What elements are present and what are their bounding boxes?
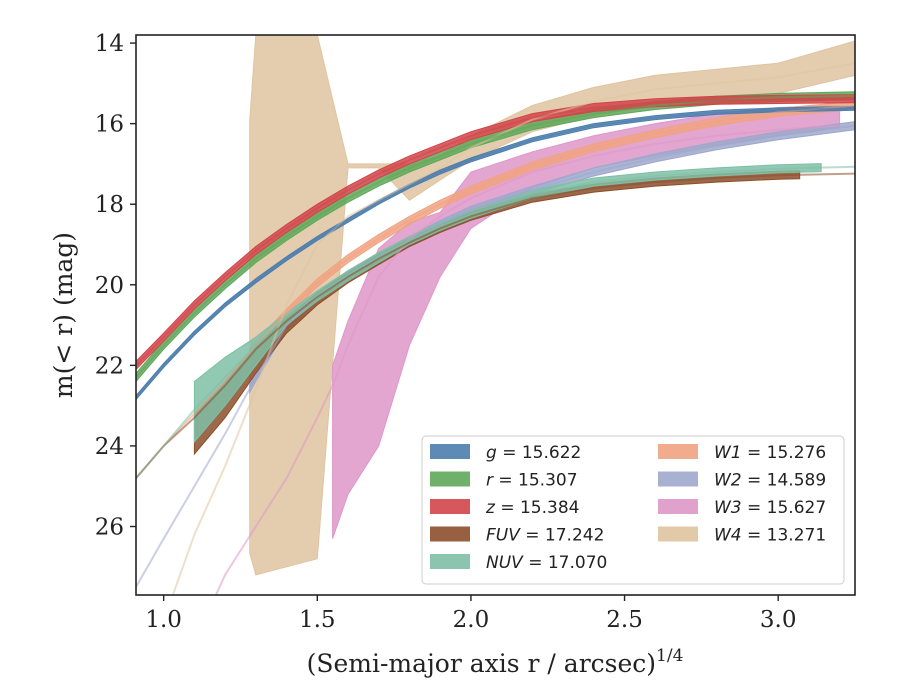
plot-frame	[135, 34, 856, 596]
legend-label-w4: W4 = 13.271	[714, 526, 826, 546]
legend-swatch-r	[430, 471, 470, 487]
x-tick-label: 2.5	[606, 607, 643, 633]
legend-swatch-nuv	[430, 554, 470, 569]
line-fuv	[136, 172, 855, 479]
y-tick-label: 22	[95, 353, 124, 379]
line-w1	[136, 104, 855, 479]
y-tick-label: 18	[95, 192, 124, 218]
legend-label-g: g = 15.622	[486, 443, 581, 463]
legend-label-r: r = 15.307	[486, 471, 578, 491]
band-nuv	[193, 163, 822, 444]
line-w3	[214, 124, 840, 595]
legend-swatch-g	[430, 444, 470, 459]
y-tick-label: 24	[95, 434, 124, 460]
plot-bands	[136, 35, 855, 576]
line-w4	[171, 62, 855, 595]
line-z	[136, 97, 855, 367]
legend-box	[421, 435, 845, 585]
x-tick-label: 1.5	[299, 607, 336, 633]
y-tick-label: 20	[95, 273, 124, 299]
legend-swatch-w2	[658, 471, 698, 487]
legend-label-z: z = 15.384	[485, 498, 579, 518]
x-axis-label: (Semi-major axis r / arcsec)1/4	[307, 646, 684, 678]
legend-label-fuv: FUV = 17.242	[486, 526, 604, 546]
plot-lines	[136, 62, 855, 595]
legend-label-w3: W3 = 15.627	[714, 498, 826, 518]
line-nuv	[136, 165, 855, 479]
band-w1	[249, 100, 855, 358]
y-axis-label: m(< r) (mag)	[49, 232, 78, 398]
band-g	[136, 105, 855, 401]
y-tick-label: 16	[95, 112, 124, 138]
legend-swatch-w1	[658, 444, 698, 459]
x-tick-label: 1.0	[145, 607, 182, 633]
legend-swatch-w4	[658, 526, 698, 542]
legend-label-nuv: NUV = 17.070	[486, 553, 607, 573]
line-r	[136, 94, 855, 379]
y-tick-label: 14	[95, 31, 124, 57]
band-z	[136, 94, 855, 371]
x-axis: 1.0 1.5 2.0 2.5 3.0	[145, 595, 796, 633]
legend-swatch-z	[430, 499, 470, 514]
y-tick-label: 26	[95, 515, 124, 541]
legend-label-w1: W1 = 15.276	[714, 443, 826, 463]
legend-label-w2: W2 = 14.589	[714, 471, 826, 491]
legend-swatch-w3	[658, 499, 698, 514]
legend: g = 15.622 r = 15.307 z = 15.384 FUV = 17.2…	[421, 435, 845, 585]
x-tick-label: 3.0	[760, 607, 797, 633]
y-axis: 14 16 18 20 22 24 26	[95, 31, 136, 541]
legend-swatch-fuv	[430, 526, 470, 542]
line-g	[136, 107, 855, 399]
x-tick-label: 2.0	[453, 607, 490, 633]
